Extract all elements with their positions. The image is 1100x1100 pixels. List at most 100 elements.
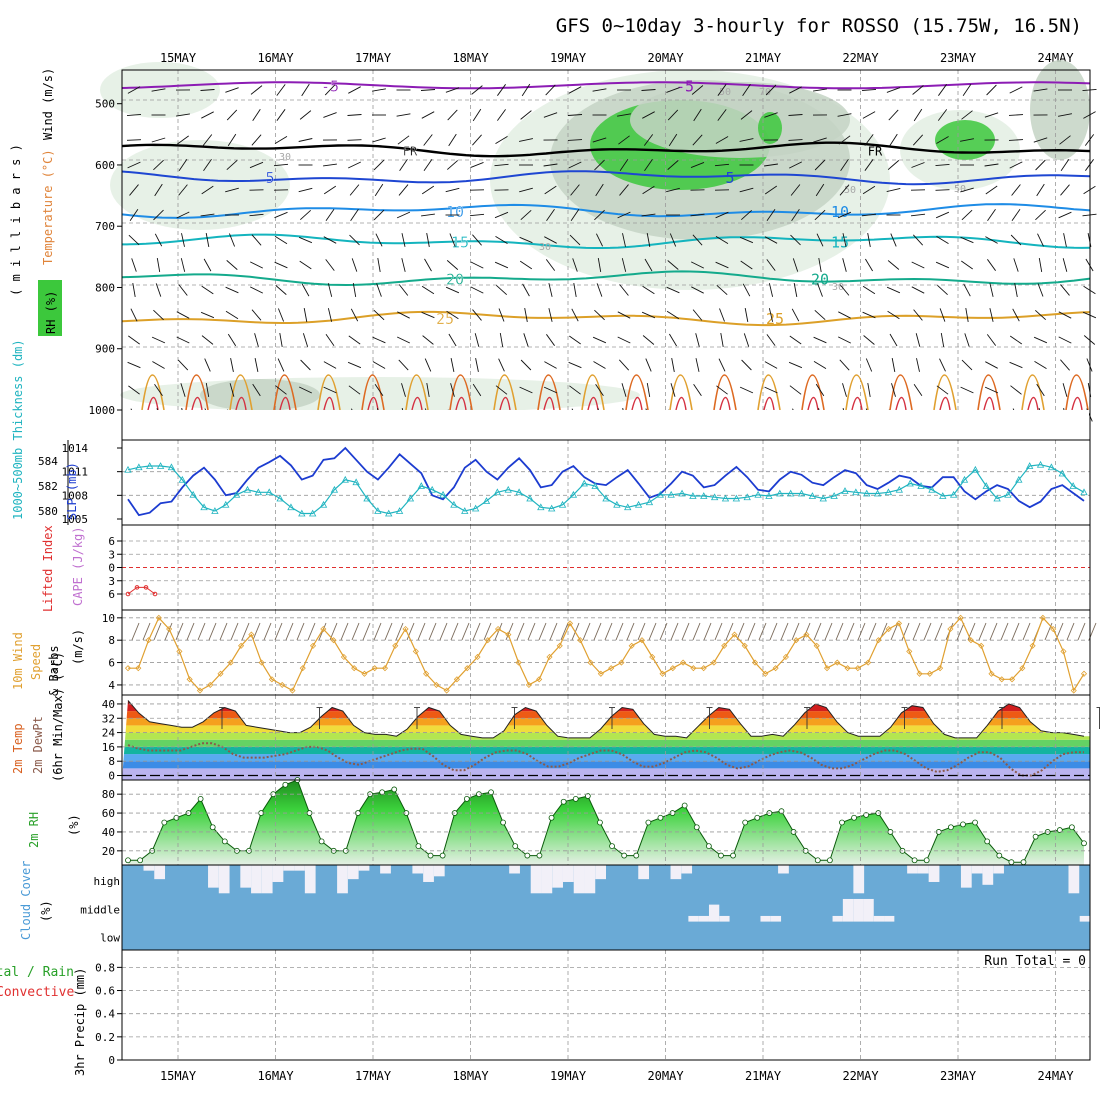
cloud-high-clear [595, 865, 606, 880]
wind-barb [347, 114, 362, 116]
wind-barb [569, 234, 581, 246]
wind-barb-10m [780, 622, 789, 641]
cloud-high-clear [154, 865, 166, 880]
rh-point [693, 824, 700, 831]
y-tick-label: 0.4 [95, 1008, 115, 1021]
wind-barb [1013, 258, 1019, 272]
wind-barb [180, 258, 186, 272]
wind-barb-10m [186, 622, 195, 641]
wind-speed-point [762, 670, 769, 677]
cloud-high-clear [670, 865, 682, 880]
wind-barb [401, 233, 406, 247]
temp-contour-20 [121, 270, 1091, 287]
temp-band [122, 725, 1090, 733]
wind-barb-10m [318, 622, 327, 641]
wind-speed-point [618, 659, 625, 666]
rh-point [572, 795, 579, 802]
wind-barb-10m [274, 622, 283, 641]
wind-barb-10m [1044, 622, 1053, 641]
thickness-point [634, 500, 643, 508]
thickness-point [700, 492, 708, 499]
thickness-point [385, 509, 393, 517]
wind-barbs [126, 83, 1097, 422]
wind-barb [200, 213, 215, 217]
wind-barb [225, 87, 239, 93]
cloud-mid-clear [708, 904, 720, 922]
wind-barb-10m [593, 622, 602, 641]
wind-barb [421, 213, 435, 217]
wind-barb [1012, 308, 1020, 322]
wind-barb [472, 383, 482, 397]
wind-barb [128, 385, 140, 395]
wind-speed-point [412, 648, 419, 655]
wind-barb [519, 187, 533, 193]
wind-barb [985, 185, 998, 195]
series-line [127, 446, 1085, 517]
wind-barb [1058, 336, 1072, 344]
thickness-point [982, 482, 990, 489]
wind-barb [1062, 383, 1068, 397]
wind-barb [203, 258, 212, 272]
thickness-point [863, 489, 871, 497]
wind-barb [862, 311, 876, 319]
wind-barb [617, 311, 631, 319]
temp-contour-low [449, 374, 473, 411]
wind-barb [323, 236, 337, 244]
wind-barb [864, 159, 874, 171]
ylabel-speed: Speed [29, 644, 43, 680]
rh-point [814, 857, 821, 864]
wind-barb-10m [307, 622, 316, 641]
ylabel-wind-unit: (m/s) [71, 629, 85, 665]
wind-barb [274, 136, 288, 144]
thickness-point [450, 500, 458, 508]
thickness-point [689, 492, 697, 499]
temp-band [122, 768, 1090, 780]
wind-barb [567, 139, 583, 141]
wind-barb [520, 110, 532, 120]
wind-barb-10m [791, 622, 800, 641]
wind-barb-10m [483, 622, 492, 641]
ylabel-cloud-unit: (%) [39, 900, 53, 922]
y-tick-label: 1000 [89, 404, 116, 417]
wind-barb [813, 88, 827, 92]
rh-point [137, 857, 144, 864]
wind-barb [153, 309, 164, 321]
wind-barb [739, 386, 754, 394]
temp-line [127, 700, 1085, 739]
wind-barb [887, 310, 900, 320]
wind-barb [642, 285, 655, 295]
rh-point [826, 857, 833, 864]
date-label-top: 17MAY [355, 51, 392, 65]
rh-point [657, 814, 664, 821]
y-tick-label: 3 [108, 548, 115, 561]
thickness-point [710, 493, 719, 501]
wind-barb [594, 209, 605, 221]
ylabel-rh2m: 2m RH [27, 812, 41, 848]
wind-barb [718, 358, 726, 372]
wind-barb [912, 85, 924, 95]
wind-speed-point [309, 642, 317, 649]
wind-barb [201, 111, 214, 119]
run-total-annotation: Run Total = 0 [984, 954, 1086, 969]
wind-barb [126, 113, 142, 117]
thickness-point [189, 490, 197, 498]
ylabel-temp: 2m Temp [11, 723, 25, 774]
wind-speed-point [669, 665, 676, 672]
wind-barb [666, 286, 680, 294]
wind-barb [327, 308, 333, 322]
temp-contour-hot [983, 396, 995, 411]
wind-barb-10m [263, 622, 272, 641]
rh-point [609, 843, 615, 850]
wind-barb [1058, 311, 1072, 319]
wind-barb [622, 233, 626, 247]
wind-speed-point [299, 665, 306, 672]
wind-barb-10m [340, 622, 349, 641]
wind-barb [348, 385, 361, 395]
wind-barb [986, 334, 997, 346]
rh-contour-label: 30 [832, 282, 844, 293]
wind-barb [619, 284, 629, 296]
wind-barb [1058, 211, 1072, 219]
thickness-point [949, 490, 958, 498]
wind-barb [692, 134, 703, 146]
wind-barb-10m [1000, 622, 1009, 641]
